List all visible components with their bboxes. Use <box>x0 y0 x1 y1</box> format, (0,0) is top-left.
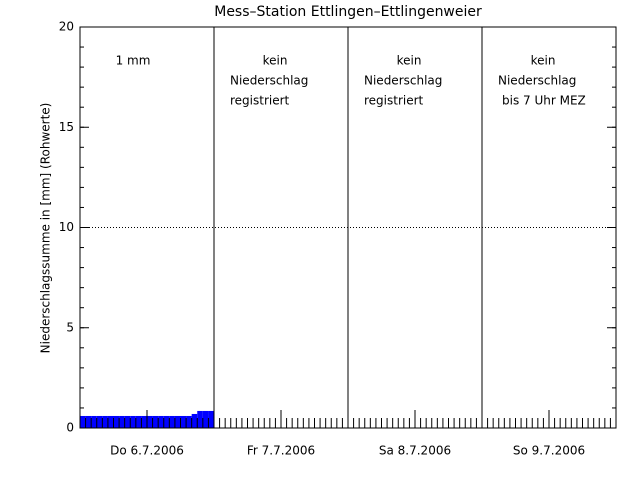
x-tick-label: So 9.7.2006 <box>513 444 585 458</box>
bar <box>96 415 103 428</box>
bar <box>107 415 114 428</box>
y-axis-label: Niederschlagssumme in [mm] (Rohwerte) <box>39 103 53 354</box>
annotation: registriert <box>364 94 424 108</box>
bar <box>163 415 170 428</box>
bar <box>141 415 147 428</box>
annotation: kein <box>263 54 288 68</box>
bar <box>152 415 159 428</box>
bar <box>174 415 181 428</box>
bar <box>191 413 198 428</box>
y-tick-label: 15 <box>59 120 74 134</box>
annotation: bis 7 Uhr MEZ <box>502 94 586 108</box>
annotation: Niederschlag <box>364 74 442 88</box>
bar <box>135 415 142 428</box>
x-tick-label: Do 6.7.2006 <box>110 444 184 458</box>
x-tick-label: Fr 7.7.2006 <box>247 444 315 458</box>
annotation: kein <box>397 54 422 68</box>
x-tick-label: Sa 8.7.2006 <box>379 444 451 458</box>
chart-title: Mess–Station Ettlingen–Ettlingenweier <box>214 4 482 20</box>
bar <box>186 415 192 428</box>
bar <box>91 415 97 428</box>
bar <box>180 415 187 428</box>
y-tick-label: 0 <box>66 421 74 435</box>
annotation: kein <box>531 54 556 68</box>
bar <box>208 410 214 428</box>
y-tick-label: 5 <box>66 320 74 334</box>
bar <box>102 415 108 428</box>
bar <box>119 415 125 428</box>
annotation: Niederschlag <box>230 74 308 88</box>
annotation: Niederschlag <box>498 74 576 88</box>
bar <box>85 415 92 428</box>
annotation: 1 mm <box>116 54 151 68</box>
bar <box>147 415 153 428</box>
bar <box>80 415 86 428</box>
bar <box>197 410 203 428</box>
y-tick-label: 10 <box>59 220 74 234</box>
bar <box>124 415 131 428</box>
bar <box>130 415 136 428</box>
y-tick-label: 20 <box>59 20 74 34</box>
bar <box>169 415 175 428</box>
annotation: registriert <box>230 94 290 108</box>
bar <box>202 410 209 428</box>
bar <box>113 415 120 428</box>
bar <box>158 415 164 428</box>
